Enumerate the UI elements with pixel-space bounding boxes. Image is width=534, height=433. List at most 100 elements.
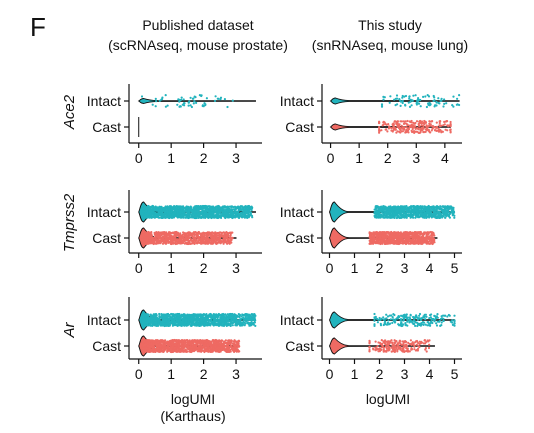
data-point-intact: [426, 208, 430, 211]
data-point-cast: [429, 131, 432, 134]
data-point-cast: [435, 121, 438, 124]
data-point-cast: [227, 238, 230, 241]
data-point-cast: [197, 241, 200, 244]
data-point-cast: [380, 239, 383, 242]
data-point-cast: [405, 126, 408, 129]
data-point-cast: [380, 129, 383, 132]
data-point-intact: [201, 215, 204, 218]
data-point-intact: [217, 214, 220, 217]
data-point-intact: [419, 105, 422, 108]
data-point-intact: [187, 216, 190, 219]
data-point-cast: [181, 233, 184, 236]
data-point-intact: [160, 98, 163, 101]
data-point-cast: [144, 238, 147, 241]
data-point-cast: [150, 233, 153, 236]
data-point-intact: [428, 214, 431, 218]
data-point-intact: [202, 205, 205, 208]
data-point-cast: [417, 232, 420, 235]
data-point-intact: [206, 216, 209, 219]
data-point-intact: [396, 207, 400, 210]
data-point-cast: [399, 120, 402, 123]
data-point-intact: [218, 206, 221, 209]
data-point-cast: [402, 126, 406, 129]
data-point-intact: [425, 105, 428, 109]
data-point-intact: [455, 103, 458, 106]
category-label-intact: Intact: [280, 93, 314, 109]
data-point-intact: [202, 105, 205, 108]
data-point-intact: [166, 104, 169, 107]
data-point-cast: [433, 234, 436, 237]
data-point-cast: [407, 232, 410, 235]
violin-intact: [137, 98, 256, 104]
data-point-intact: [173, 205, 176, 208]
data-point-intact: [208, 216, 211, 219]
data-point-intact: [410, 104, 413, 107]
data-point-intact: [141, 213, 144, 216]
data-point-intact: [439, 99, 442, 102]
data-point-cast: [178, 241, 181, 244]
data-point-intact: [164, 94, 167, 97]
data-point-intact: [414, 94, 417, 97]
data-point-cast: [378, 128, 381, 131]
data-point-intact: [373, 214, 376, 217]
data-point-cast: [421, 129, 424, 132]
data-point-intact: [410, 208, 413, 211]
data-point-cast: [388, 125, 391, 128]
data-point-cast: [398, 236, 401, 239]
data-point-cast: [420, 238, 423, 241]
data-point-intact: [214, 211, 217, 214]
data-point-cast: [401, 240, 405, 243]
data-point-intact: [173, 212, 176, 215]
data-point-cast: [212, 242, 215, 245]
data-point-cast: [378, 239, 381, 242]
data-point-intact: [378, 206, 381, 209]
data-point-intact: [232, 211, 235, 215]
data-point-cast: [410, 121, 413, 124]
data-point-cast: [223, 236, 226, 239]
data-point-cast: [142, 235, 145, 238]
data-point-intact: [221, 210, 224, 213]
data-point-intact: [140, 95, 144, 98]
data-point-intact: [377, 211, 380, 214]
data-point-cast: [397, 125, 400, 128]
x-tick-label: 2: [200, 366, 208, 382]
data-point-intact: [241, 208, 244, 211]
data-point-intact: [150, 216, 153, 219]
data-point-intact: [386, 207, 389, 210]
data-point-cast: [213, 234, 216, 237]
data-point-cast: [406, 241, 409, 244]
data-point-cast: [199, 234, 203, 237]
data-point-cast: [141, 242, 144, 245]
data-point-intact: [411, 99, 414, 102]
data-point-cast: [426, 233, 429, 236]
data-point-intact: [443, 102, 446, 105]
data-point-intact: [211, 209, 214, 212]
data-point-cast: [226, 233, 229, 236]
data-point-intact: [164, 210, 167, 213]
data-point-intact: [222, 206, 225, 209]
data-point-cast: [438, 121, 441, 125]
column-title-left-line2: (scRNAseq, mouse prostate): [108, 37, 288, 53]
data-point-intact: [422, 95, 425, 98]
data-point-intact: [235, 211, 239, 214]
data-point-cast: [168, 236, 171, 239]
data-point-cast: [429, 230, 432, 234]
data-point-cast: [194, 231, 197, 234]
data-point-intact: [437, 206, 440, 209]
data-point-cast: [181, 237, 184, 240]
data-point-intact: [453, 216, 456, 219]
data-point-cast: [386, 130, 389, 133]
data-point-intact: [393, 98, 396, 101]
data-point-cast: [442, 124, 445, 127]
data-point-cast: [436, 126, 439, 129]
data-point-intact: [204, 103, 207, 106]
column-title-right-line1: This study: [358, 17, 422, 33]
data-point-intact: [198, 207, 201, 210]
data-point-intact: [442, 208, 445, 211]
data-point-cast: [193, 237, 196, 240]
data-point-cast: [147, 242, 150, 245]
data-point-cast: [141, 238, 144, 241]
data-point-cast: [449, 131, 452, 134]
data-point-intact: [193, 95, 196, 98]
